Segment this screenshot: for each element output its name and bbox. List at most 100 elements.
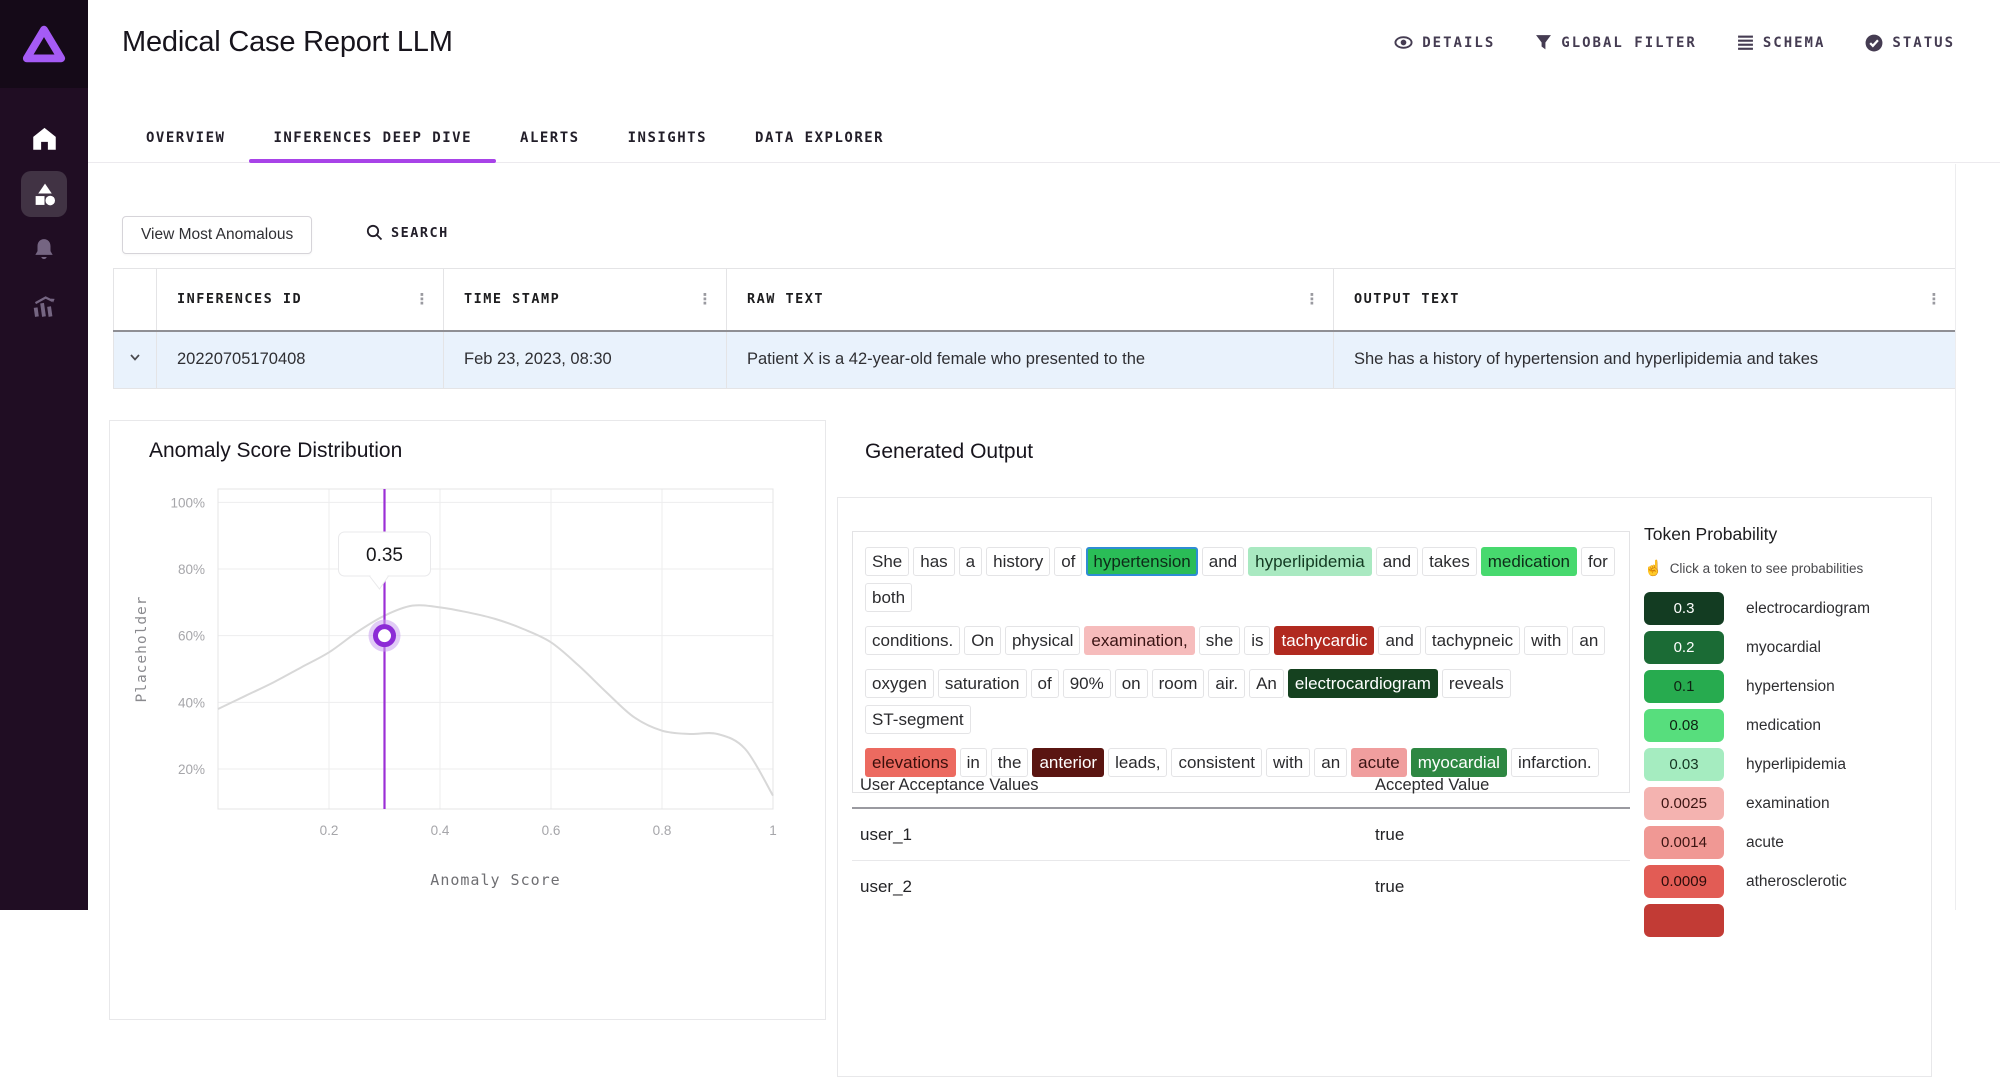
column-menu-icon[interactable]: ⋮	[414, 290, 431, 309]
token[interactable]: for	[1580, 547, 1615, 576]
svg-text:0.2: 0.2	[320, 823, 339, 838]
svg-text:0.6: 0.6	[542, 823, 561, 838]
token[interactable]: in	[959, 748, 987, 777]
token[interactable]: tachycardic	[1274, 626, 1375, 655]
svg-text:0.35: 0.35	[366, 545, 403, 566]
column-menu-icon[interactable]: ⋮	[1304, 290, 1321, 309]
token[interactable]: elevations	[865, 748, 956, 777]
token[interactable]: tachypneic	[1424, 626, 1521, 655]
details-button[interactable]: DETAILS	[1394, 33, 1495, 52]
token[interactable]: conditions.	[865, 626, 961, 655]
token[interactable]: myocardial	[1410, 748, 1507, 777]
token[interactable]: electrocardiogram	[1287, 669, 1438, 698]
content-edge-divider	[1955, 164, 1956, 910]
column-menu-icon[interactable]: ⋮	[1926, 290, 1943, 309]
timestamp-cell: Feb 23, 2023, 08:30	[443, 330, 727, 389]
token[interactable]: She	[865, 547, 910, 576]
token[interactable]: history	[986, 547, 1051, 576]
anomaly-score-chart[interactable]: 20% 40% 60% 80% 100% 0.2 0.4 0.6 0.8 1 Placeholder…	[118, 477, 818, 929]
stats-chart-icon	[33, 295, 55, 317]
acceptance-row: user_1 true	[852, 808, 1630, 861]
token[interactable]: takes	[1422, 547, 1477, 576]
token[interactable]: physical	[1004, 626, 1081, 655]
token[interactable]: room	[1151, 669, 1205, 698]
token[interactable]: both	[865, 583, 913, 612]
token[interactable]: and	[1375, 547, 1419, 576]
token[interactable]: hyperlipidemia	[1248, 547, 1372, 576]
token[interactable]: leads,	[1108, 748, 1168, 777]
token[interactable]: the	[990, 748, 1029, 777]
status-label: STATUS	[1892, 34, 1955, 51]
tab-inferences-deep-dive[interactable]: INFERENCES DEEP DIVE	[249, 114, 496, 163]
tab-overview[interactable]: OVERVIEW	[146, 130, 226, 146]
token[interactable]: ST-segment	[865, 705, 971, 734]
tab-data-explorer[interactable]: DATA EXPLORER	[755, 130, 885, 146]
token-probability-row: 0.2 myocardial	[1644, 631, 1926, 664]
sidebar-item-alerts[interactable]	[0, 222, 88, 278]
token[interactable]: anterior	[1032, 748, 1105, 777]
token[interactable]: an	[1314, 748, 1348, 777]
token[interactable]: on	[1114, 669, 1148, 698]
sidebar-item-monitors[interactable]	[0, 278, 88, 334]
token[interactable]: oxygen	[865, 669, 934, 698]
token[interactable]: reveals	[1441, 669, 1511, 698]
status-button[interactable]: STATUS	[1865, 34, 1955, 52]
probability-token-label: hyperlipidemia	[1746, 755, 1846, 773]
token[interactable]: acute	[1351, 748, 1407, 777]
tab-insights[interactable]: INSIGHTS	[627, 130, 708, 146]
search-control[interactable]: SEARCH	[366, 224, 449, 241]
token[interactable]: air.	[1208, 669, 1246, 698]
svg-text:0.4: 0.4	[431, 823, 450, 838]
token-probability-list: 0.3 electrocardiogram 0.2 myocardial 0.1 hype…	[1644, 592, 1926, 937]
column-menu-icon[interactable]: ⋮	[697, 290, 714, 309]
output-text-cell: She has a history of hypertension and hy…	[1333, 330, 1956, 389]
token[interactable]: On	[964, 626, 1001, 655]
probability-chip	[1644, 904, 1724, 937]
acceptance-cell: true	[1367, 808, 1630, 861]
token[interactable]: with	[1266, 748, 1311, 777]
inferences-table: INFERENCES ID ⋮ TIME STAMP ⋮ RAW TEXT ⋮ OUT…	[113, 268, 1956, 389]
inference-id-cell: 20220705170408	[156, 330, 444, 389]
search-label: SEARCH	[391, 224, 449, 241]
sidebar-item-home[interactable]	[0, 110, 88, 166]
generated-output-heading: Generated Output	[865, 440, 1034, 463]
token-probability-title: Token Probability	[1644, 524, 1778, 544]
chevron-down-icon	[130, 354, 140, 362]
token[interactable]: infarction.	[1510, 748, 1599, 777]
token[interactable]: is	[1244, 626, 1271, 655]
sidebar-item-model-hub[interactable]	[0, 166, 88, 222]
token[interactable]: has	[913, 547, 955, 576]
token[interactable]: with	[1524, 626, 1569, 655]
token[interactable]: medication	[1480, 547, 1577, 576]
expand-row-cell[interactable]	[113, 330, 157, 389]
token[interactable]: she	[1198, 626, 1241, 655]
token[interactable]: 90%	[1062, 669, 1111, 698]
selected-score-marker[interactable]	[373, 624, 396, 648]
token[interactable]: and	[1378, 626, 1421, 655]
inference-row[interactable]: 20220705170408 Feb 23, 2023, 08:30 Patie…	[113, 330, 1956, 389]
token[interactable]: hypertension	[1086, 547, 1198, 576]
tab-alerts[interactable]: ALERTS	[520, 130, 580, 146]
view-most-anomalous-button[interactable]: View Most Anomalous	[122, 216, 313, 254]
schema-button[interactable]: SCHEMA	[1737, 34, 1826, 51]
svg-text:80%: 80%	[178, 562, 205, 577]
search-icon	[366, 224, 383, 241]
token[interactable]: and	[1201, 547, 1245, 576]
probability-chip: 0.2	[1644, 631, 1724, 664]
token-paragraph: She has a history of hypertension and hyperlipi…	[852, 531, 1630, 793]
expand-column-header	[113, 268, 157, 332]
svg-text:20%: 20%	[178, 762, 205, 777]
token[interactable]: a	[958, 547, 983, 576]
token[interactable]: consistent	[1171, 748, 1262, 777]
acceptance-col-users: User Acceptance Values	[852, 776, 1367, 809]
acceptance-row: user_2 true	[852, 861, 1630, 913]
token[interactable]: saturation	[937, 669, 1027, 698]
arize-logo[interactable]	[0, 0, 88, 88]
token[interactable]: of	[1030, 669, 1059, 698]
token[interactable]: an	[1572, 626, 1606, 655]
token[interactable]: An	[1249, 669, 1284, 698]
global-filter-button[interactable]: GLOBAL FILTER	[1535, 34, 1697, 51]
token[interactable]: of	[1054, 547, 1083, 576]
token-probability-row	[1644, 904, 1926, 937]
token[interactable]: examination,	[1084, 626, 1195, 655]
